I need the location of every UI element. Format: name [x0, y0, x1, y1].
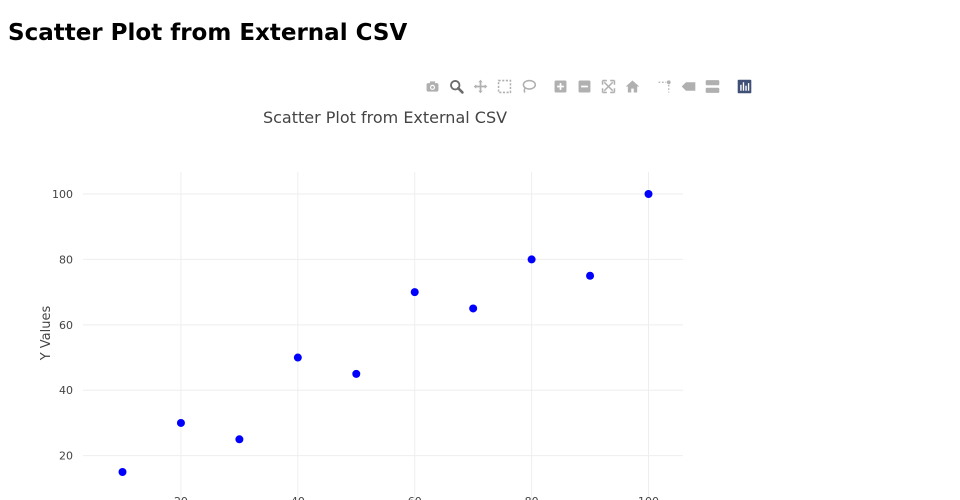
pan-button[interactable]	[470, 76, 490, 96]
zoom-out-icon	[578, 80, 590, 92]
autoscale-button[interactable]	[598, 76, 618, 96]
page-heading: Scatter Plot from External CSV	[8, 20, 408, 46]
hover-compare-button[interactable]	[702, 76, 722, 96]
scatter-point[interactable]	[176, 418, 185, 427]
scatter-point[interactable]	[527, 255, 536, 264]
point-layer	[118, 190, 653, 476]
modebar-group	[548, 76, 644, 96]
scatter-point[interactable]	[118, 468, 127, 476]
scatter-point[interactable]	[410, 288, 419, 297]
x-tick-label: 100	[638, 495, 659, 500]
box-select-icon	[497, 79, 511, 93]
y-tick-label: 100	[52, 188, 73, 201]
x-tick-label: 20	[174, 495, 188, 500]
hover-closest-icon	[681, 81, 695, 91]
y-axis-title: Y Values	[39, 306, 54, 362]
zoom-button[interactable]	[446, 76, 466, 96]
spike-lines-icon	[658, 79, 671, 92]
camera-button[interactable]	[422, 76, 442, 96]
chart-modebar	[420, 76, 764, 96]
y-tick-label: 40	[59, 384, 73, 397]
scatter-point[interactable]	[586, 271, 595, 280]
tick-layer: 20 40 60 80 100 20 40 60 80 100	[52, 188, 659, 500]
plotly-logo-button[interactable]	[734, 76, 754, 96]
reset-axes-icon	[625, 80, 639, 92]
pan-icon	[473, 79, 487, 93]
chart-title: Scatter Plot from External CSV	[263, 108, 507, 127]
y-tick-label: 80	[59, 253, 73, 266]
x-tick-label: 40	[291, 495, 305, 500]
camera-icon	[426, 80, 438, 92]
scatter-point[interactable]	[293, 353, 302, 362]
y-tick-label: 20	[59, 450, 73, 463]
grid-layer	[83, 172, 683, 500]
scatter-point[interactable]	[352, 369, 361, 378]
y-tick-label: 60	[59, 319, 73, 332]
plotly-logo-icon	[737, 79, 751, 93]
modebar-group	[420, 76, 540, 96]
lasso-select-icon	[522, 79, 536, 93]
zoom-in-icon	[554, 80, 566, 92]
scatter-point[interactable]	[235, 435, 244, 444]
scatter-point[interactable]	[469, 304, 478, 313]
spike-lines-button[interactable]	[654, 76, 674, 96]
box-select-button[interactable]	[494, 76, 514, 96]
x-tick-label: 60	[408, 495, 422, 500]
autoscale-icon	[601, 79, 615, 93]
scatter-point[interactable]	[644, 190, 653, 198]
hover-compare-icon	[705, 79, 719, 93]
hover-closest-button[interactable]	[678, 76, 698, 96]
zoom-in-button[interactable]	[550, 76, 570, 96]
lasso-select-button[interactable]	[518, 76, 538, 96]
x-tick-label: 80	[525, 495, 539, 500]
modebar-group	[652, 76, 724, 96]
zoom-icon	[449, 79, 464, 94]
modebar-group	[732, 76, 756, 96]
reset-axes-button[interactable]	[622, 76, 642, 96]
zoom-out-button[interactable]	[574, 76, 594, 96]
